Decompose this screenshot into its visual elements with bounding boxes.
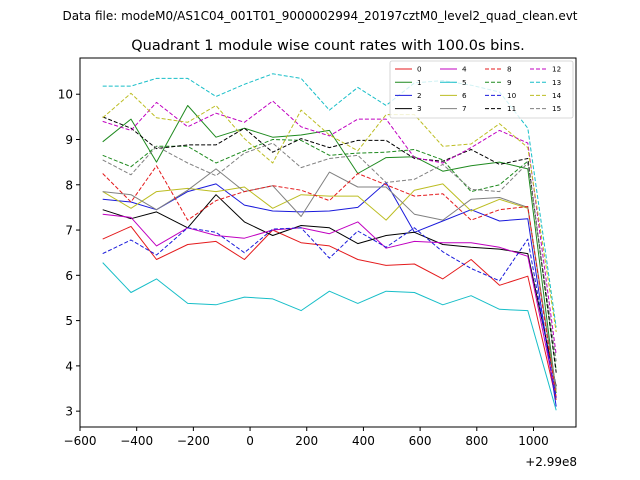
- series-line-15: [102, 142, 557, 362]
- legend-label-6: 6: [462, 91, 467, 100]
- series-line-12: [102, 100, 557, 355]
- plot-lines: [102, 73, 557, 411]
- legend-label-7: 7: [462, 104, 467, 113]
- series-line-10: [102, 227, 557, 398]
- x-tick-label: −200: [177, 434, 210, 448]
- series-line-2: [102, 182, 557, 407]
- series-line-11: [102, 116, 557, 373]
- suptitle: Data file: modeM0/AS1C04_001T01_90000029…: [62, 9, 577, 23]
- legend-label-2: 2: [417, 91, 422, 100]
- series-line-5: [102, 262, 557, 411]
- legend-label-11: 11: [507, 104, 516, 113]
- legend-label-3: 3: [417, 104, 422, 113]
- series-line-4: [102, 213, 557, 398]
- series-line-1: [102, 105, 557, 394]
- y-tick-label: 7: [65, 224, 73, 238]
- legend-label-15: 15: [552, 104, 561, 113]
- legend-label-5: 5: [462, 78, 467, 87]
- y-tick-label: 10: [58, 88, 73, 102]
- x-tick-label: 600: [409, 434, 432, 448]
- series-line-13: [102, 73, 557, 328]
- y-tick-label: 3: [65, 405, 73, 419]
- series-line-0: [102, 225, 557, 400]
- x-tick-label: −600: [64, 434, 97, 448]
- x-axis: −600 −400 −200 0 200 400 600 800 1000: [64, 427, 549, 448]
- x-offset-label: +2.99e8: [525, 455, 577, 469]
- chart-title: Quadrant 1 module wise count rates with …: [131, 38, 525, 54]
- legend-label-1: 1: [417, 78, 422, 87]
- y-tick-label: 8: [65, 178, 73, 192]
- series-line-8: [102, 165, 557, 398]
- legend-label-10: 10: [507, 91, 517, 100]
- y-tick-label: 6: [65, 269, 73, 283]
- legend-label-0: 0: [417, 65, 422, 74]
- axes-frame: [79, 57, 577, 428]
- legend-box: [389, 60, 574, 119]
- y-tick-label: 9: [65, 133, 73, 147]
- x-tick-label: 800: [465, 434, 488, 448]
- x-tick-label: −400: [120, 434, 153, 448]
- legend-label-12: 12: [552, 65, 561, 74]
- x-tick-label: 400: [352, 434, 375, 448]
- legend-label-4: 4: [462, 65, 467, 74]
- x-tick-label: 0: [246, 434, 254, 448]
- series-line-14: [102, 92, 557, 332]
- series-line-7: [102, 168, 557, 390]
- y-tick-label: 5: [65, 314, 73, 328]
- legend-label-9: 9: [507, 78, 512, 87]
- legend-label-8: 8: [507, 65, 512, 74]
- legend-label-13: 13: [552, 78, 561, 87]
- x-tick-label: 200: [295, 434, 318, 448]
- series-line-9: [102, 139, 557, 371]
- series-line-3: [102, 194, 557, 387]
- series-line-6: [102, 183, 557, 393]
- y-tick-label: 4: [65, 359, 73, 373]
- x-tick-label: 1000: [518, 434, 549, 448]
- legend-label-14: 14: [552, 91, 562, 100]
- y-axis: 3 4 5 6 7 8 9 10: [58, 88, 80, 419]
